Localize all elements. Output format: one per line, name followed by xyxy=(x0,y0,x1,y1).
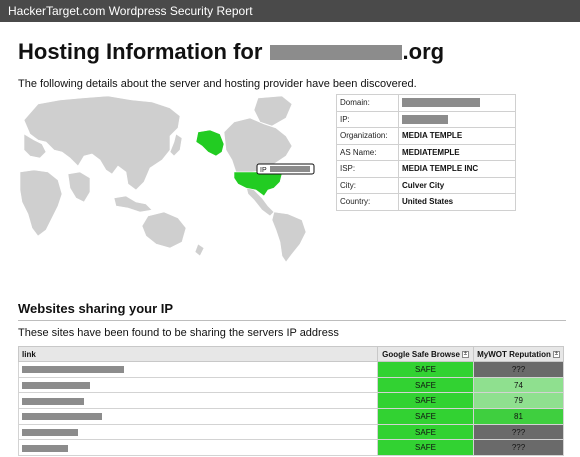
sort-toggle-icon[interactable]: ± xyxy=(552,350,560,358)
info-row: Domain: xyxy=(336,94,516,112)
reputation-score: 74 xyxy=(473,376,564,394)
table-row: SAFE 79 xyxy=(18,392,564,410)
table-row: SAFE??? xyxy=(18,361,564,378)
map-alaska-highlight xyxy=(195,129,225,157)
map-new-zealand xyxy=(194,243,205,257)
info-value: Culver City xyxy=(398,176,516,194)
info-label: City: xyxy=(336,176,399,194)
redacted-site-link[interactable] xyxy=(22,381,90,389)
info-label: AS Name: xyxy=(336,143,399,161)
site-link-cell[interactable] xyxy=(18,439,378,457)
map-canada xyxy=(223,117,293,173)
safe-browse-status: SAFE xyxy=(377,392,474,410)
column-header-link[interactable]: link xyxy=(18,346,378,362)
info-label: Organization: xyxy=(336,127,399,145)
site-link-cell[interactable] xyxy=(18,408,378,425)
info-row: Organization: MEDIA TEMPLE xyxy=(336,127,516,145)
map-australia xyxy=(141,211,187,249)
ip-marker-label: IP xyxy=(260,167,267,174)
table-row: SAFE 81 xyxy=(18,408,564,425)
map-india xyxy=(67,171,91,203)
map-indonesia xyxy=(113,195,153,213)
info-label: Country: xyxy=(336,193,399,211)
site-link-cell[interactable] xyxy=(18,361,378,378)
hosting-heading-prefix: Hosting Information for xyxy=(18,39,263,64)
redacted-site-link[interactable] xyxy=(22,428,78,436)
reputation-score: ??? xyxy=(473,361,564,378)
sharing-subtext: These sites have been found to be sharin… xyxy=(18,327,339,339)
redacted-site-link[interactable] xyxy=(22,366,124,374)
ip-marker: IP xyxy=(256,163,315,175)
reputation-score: ??? xyxy=(473,439,564,457)
info-value xyxy=(398,110,516,128)
info-row: ISP: MEDIA TEMPLE INC xyxy=(336,160,516,178)
column-header-mywot-reputation[interactable]: MyWOT Reputation ± xyxy=(473,346,564,362)
info-row: AS Name: MEDIATEMPLE xyxy=(336,143,516,161)
safe-browse-status: SAFE xyxy=(377,376,474,394)
safe-browse-status: SAFE xyxy=(377,439,474,457)
redacted-site-link[interactable] xyxy=(22,444,68,452)
site-link-cell[interactable] xyxy=(18,392,378,410)
redacted-site-link[interactable] xyxy=(22,397,84,405)
hosting-heading: Hosting Information for .org xyxy=(18,39,444,65)
info-row: City: Culver City xyxy=(336,176,516,194)
info-value xyxy=(398,94,516,112)
table-header-row: link Google Safe Browse ± MyWOT Reputatio… xyxy=(18,346,564,362)
reputation-score: ??? xyxy=(473,423,564,441)
info-label: Domain: xyxy=(336,94,399,112)
redacted-site-link[interactable] xyxy=(22,413,102,421)
table-row: SAFE 74 xyxy=(18,376,564,394)
info-value: MEDIATEMPLE xyxy=(398,143,516,161)
site-link-cell[interactable] xyxy=(18,423,378,441)
map-japan xyxy=(169,133,183,157)
hosting-info-table: Domain: IP: Organization: MEDIA TEMPLE AS Na… xyxy=(336,94,516,211)
info-label: IP: xyxy=(336,110,399,128)
info-row: Country: United States xyxy=(336,193,516,211)
redacted-domain xyxy=(269,45,402,60)
info-value: United States xyxy=(398,193,516,211)
table-row: SAFE??? xyxy=(18,423,564,441)
map-south-america xyxy=(271,211,307,263)
column-header-google-safe-browse[interactable]: Google Safe Browse ± xyxy=(377,346,474,362)
safe-browse-status: SAFE xyxy=(377,408,474,425)
world-map: IP xyxy=(20,95,315,263)
info-label: ISP: xyxy=(336,160,399,178)
site-link-cell[interactable] xyxy=(18,376,378,394)
info-value: MEDIA TEMPLE INC xyxy=(398,160,516,178)
reputation-score: 81 xyxy=(473,408,564,425)
map-greenland xyxy=(253,95,293,127)
report-title: HackerTarget.com Wordpress Security Repo… xyxy=(8,4,253,18)
hosting-intro: The following details about the server a… xyxy=(18,78,417,90)
map-eurasia xyxy=(23,95,181,191)
safe-browse-status: SAFE xyxy=(377,361,474,378)
redacted-value xyxy=(402,98,480,108)
map-central-america xyxy=(245,185,275,217)
info-row: IP: xyxy=(336,110,516,128)
info-value: MEDIA TEMPLE xyxy=(398,127,516,145)
sort-toggle-icon[interactable]: ± xyxy=(461,350,469,358)
sharing-heading: Websites sharing your IP xyxy=(18,301,174,316)
redacted-value xyxy=(402,114,448,124)
safe-browse-status: SAFE xyxy=(377,423,474,441)
reputation-score: 79 xyxy=(473,392,564,410)
table-row: SAFE??? xyxy=(18,439,564,457)
map-europe xyxy=(23,133,47,159)
map-africa xyxy=(20,169,63,237)
hosting-heading-suffix: .org xyxy=(402,39,445,64)
report-header-bar: HackerTarget.com Wordpress Security Repo… xyxy=(0,0,580,22)
shared-sites-table: link Google Safe Browse ± MyWOT Reputatio… xyxy=(18,346,564,457)
section-divider xyxy=(18,320,566,321)
